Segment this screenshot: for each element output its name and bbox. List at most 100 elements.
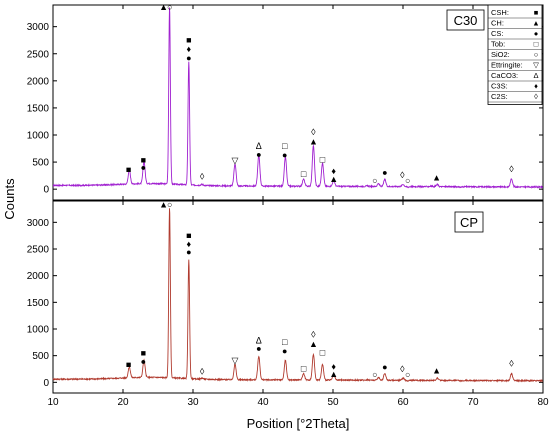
legend-label: C3S: xyxy=(491,82,508,91)
x-tick-label: 30 xyxy=(187,397,199,408)
x-tick-label: 80 xyxy=(537,397,549,408)
peak-marker: ▲ xyxy=(309,339,318,349)
peak-marker: ▲ xyxy=(159,200,168,210)
legend-symbol: Δ xyxy=(533,71,538,80)
x-tick-label: 20 xyxy=(117,397,129,408)
y-tick-label: 2500 xyxy=(27,49,50,60)
spectrum-line-cp xyxy=(52,208,544,383)
peak-marker: ◊ xyxy=(200,172,205,182)
y-tick-label: 1000 xyxy=(27,325,50,336)
peak-marker: ▲ xyxy=(159,2,168,12)
y-axis-title: Counts xyxy=(2,178,17,220)
legend-symbol: ○ xyxy=(534,50,539,59)
peak-marker: ▲ xyxy=(329,369,338,379)
peak-marker: ■ xyxy=(126,165,131,175)
x-tick-label: 10 xyxy=(47,397,59,408)
y-tick-label: 2000 xyxy=(27,271,50,282)
y-tick-label: 1000 xyxy=(27,131,50,142)
y-tick-label: 500 xyxy=(32,158,49,169)
peak-marker: ◊ xyxy=(311,127,316,137)
y-tick-label: 2500 xyxy=(27,245,50,256)
peak-marker: ▽ xyxy=(232,155,239,165)
y-tick-label: 2000 xyxy=(27,76,50,87)
peak-marker: ● xyxy=(382,167,387,177)
legend-symbol: ▲ xyxy=(532,19,539,28)
legend-label: CaCO3: xyxy=(491,71,518,80)
peak-marker: ◊ xyxy=(400,364,405,374)
peak-marker: ● xyxy=(256,150,261,160)
peak-marker: ● xyxy=(256,344,261,354)
legend-symbol: □ xyxy=(534,40,539,49)
legend-symbol: ■ xyxy=(534,8,539,17)
x-axis-title: Position [°2Theta] xyxy=(247,416,350,431)
peak-marker: ● xyxy=(382,362,387,372)
peak-marker: ● xyxy=(282,346,287,356)
peak-marker: □ xyxy=(301,169,307,179)
legend-symbol: ● xyxy=(534,29,539,38)
peak-marker: ● xyxy=(141,357,146,367)
legend-label: Ettringite: xyxy=(491,61,523,70)
y-tick-label: 500 xyxy=(32,351,49,362)
y-tick-label: 0 xyxy=(43,378,49,389)
y-tick-label: 3000 xyxy=(27,218,50,229)
peak-marker: ◊ xyxy=(200,367,205,377)
peak-marker: □ xyxy=(282,141,288,151)
panel-label-box-c30 xyxy=(446,9,485,31)
peak-marker: ◊ xyxy=(400,170,405,180)
peak-marker: □ xyxy=(301,363,307,373)
peak-marker: Δ xyxy=(256,336,262,346)
panel-label: C30 xyxy=(454,13,478,28)
x-tick-label: 60 xyxy=(397,397,409,408)
legend-symbol: ♦ xyxy=(534,82,538,91)
peak-marker: ● xyxy=(141,163,146,173)
peak-marker: ♦ xyxy=(331,166,336,176)
peak-marker: ■ xyxy=(186,231,191,241)
peak-marker: ○ xyxy=(372,369,377,379)
peak-marker: ● xyxy=(186,53,191,63)
peak-marker: ▲ xyxy=(309,137,318,147)
peak-marker: ● xyxy=(282,150,287,160)
plot-frame-c30 xyxy=(52,4,544,201)
peak-marker: ○ xyxy=(372,176,377,186)
peak-marker: ○ xyxy=(167,2,172,12)
peak-marker: ■ xyxy=(126,360,131,370)
peak-marker: □ xyxy=(320,154,326,164)
legend-box xyxy=(487,4,543,105)
peak-marker: ▲ xyxy=(432,366,441,376)
peak-marker: ○ xyxy=(405,369,410,379)
peak-marker: ○ xyxy=(167,200,172,210)
x-tick-label: 70 xyxy=(467,397,479,408)
legend-label: CH: xyxy=(491,19,504,28)
peak-marker: ■ xyxy=(186,35,191,45)
peak-marker: ● xyxy=(186,247,191,257)
panel-label: CP xyxy=(460,215,478,230)
peak-marker: ▲ xyxy=(329,174,338,184)
peak-marker: □ xyxy=(282,337,288,347)
y-tick-label: 0 xyxy=(43,185,49,196)
legend-label: CS: xyxy=(491,29,504,38)
x-tick-label: 40 xyxy=(257,397,269,408)
peak-marker: ♦ xyxy=(187,44,192,54)
x-tick-label: 50 xyxy=(327,397,339,408)
peak-marker: ♦ xyxy=(331,361,336,371)
peak-marker: ▲ xyxy=(432,172,441,182)
legend-label: Tob: xyxy=(491,40,505,49)
legend-symbol: ◊ xyxy=(534,92,538,101)
peak-marker: □ xyxy=(320,347,326,357)
legend-label: CSH: xyxy=(491,8,509,17)
peak-marker: ◊ xyxy=(311,329,316,339)
peak-marker: ◊ xyxy=(509,359,514,369)
legend-label: SiO2: xyxy=(491,50,510,59)
peak-marker: ■ xyxy=(141,155,146,165)
peak-marker: ▽ xyxy=(232,355,239,365)
legend-label: C2S: xyxy=(491,92,508,101)
panel-label-box-cp xyxy=(454,211,484,233)
peak-marker: ◊ xyxy=(509,164,514,174)
peak-marker: ♦ xyxy=(187,239,192,249)
peak-marker: Δ xyxy=(256,141,262,151)
legend-symbol: ▽ xyxy=(533,61,540,70)
y-tick-label: 3000 xyxy=(27,22,50,33)
y-tick-label: 1500 xyxy=(27,103,50,114)
